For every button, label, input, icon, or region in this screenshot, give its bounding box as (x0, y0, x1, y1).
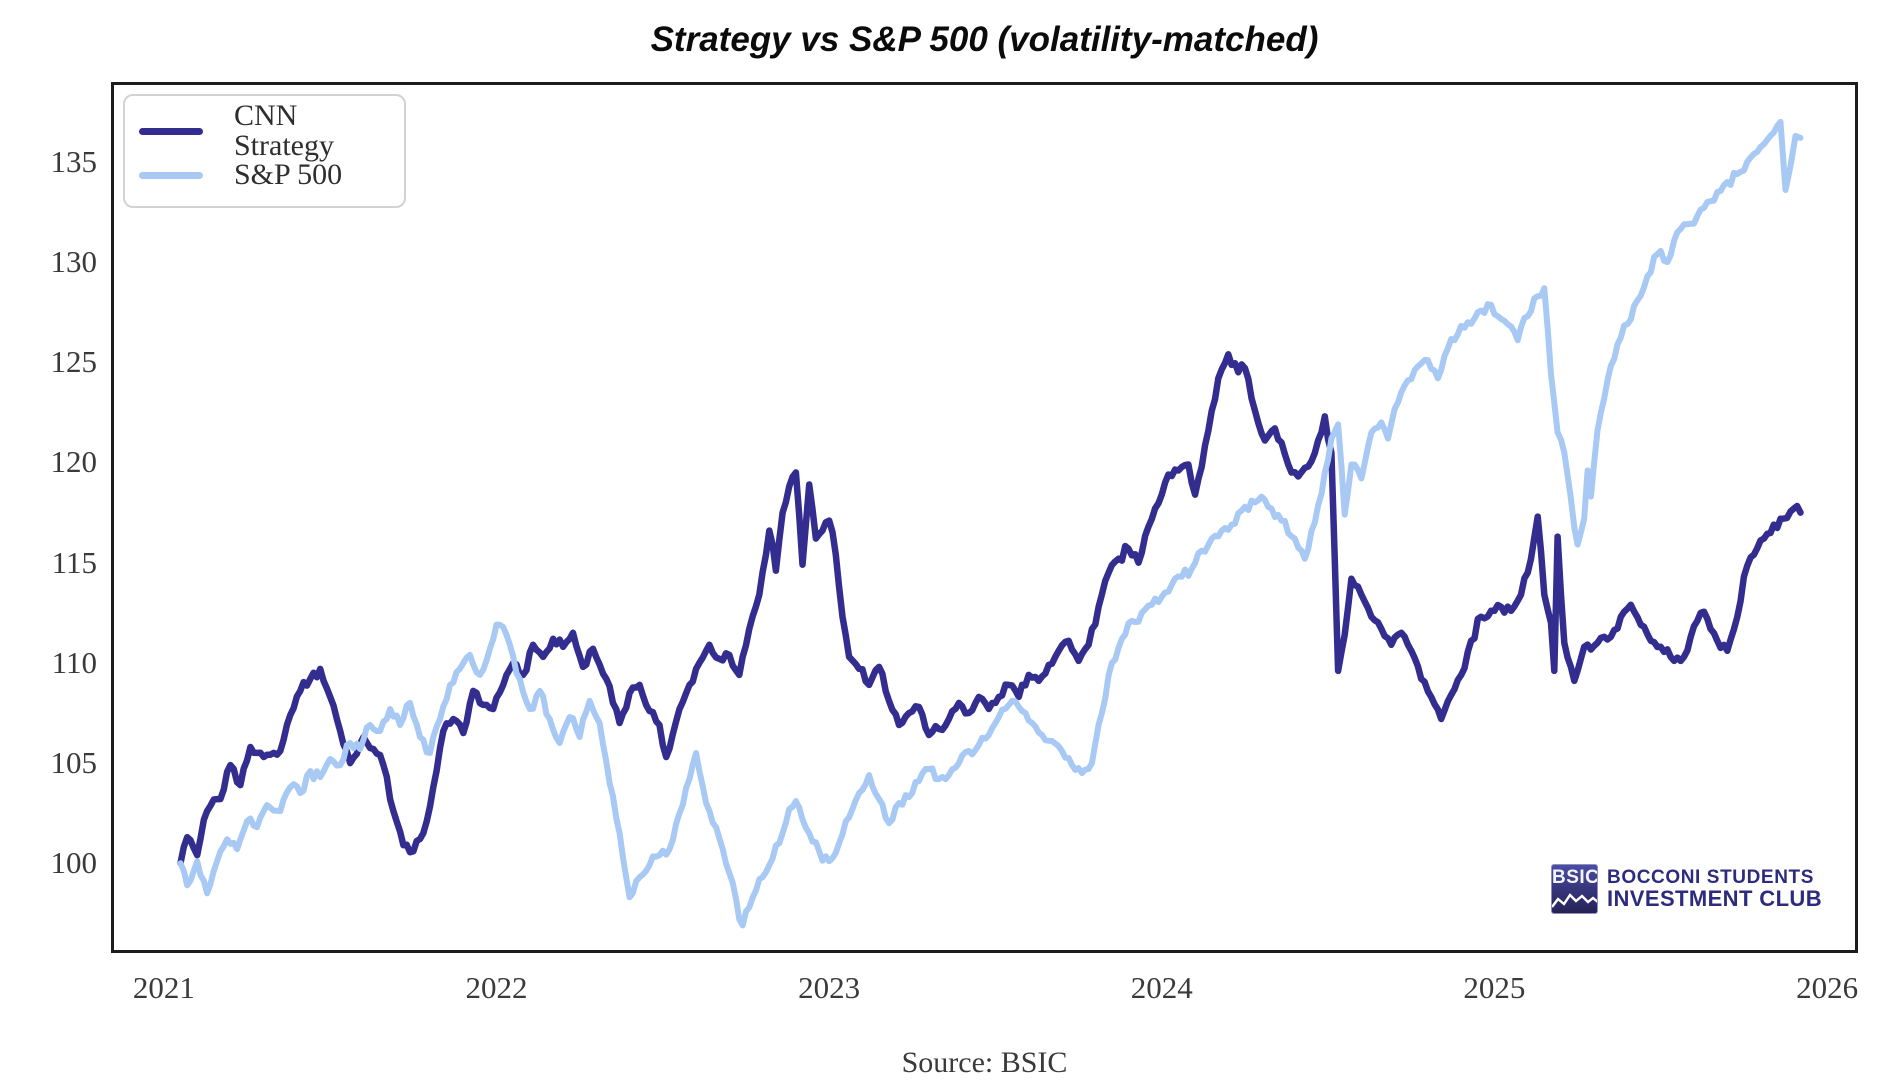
bsic-logo-line1: BOCCONI STUDENTS (1607, 867, 1814, 888)
cnn-strategy-line (177, 351, 1804, 867)
s-p-500-line (177, 118, 1804, 929)
legend-item-cnn-strategy: CNN Strategy (139, 101, 404, 161)
series-group (177, 118, 1804, 929)
y-tick-label: 120 (50, 444, 98, 480)
x-tick-label: 2021 (132, 970, 195, 1005)
cnn-strategy-line-swatch (139, 127, 203, 135)
legend-item-sp500: S&P 500 (139, 153, 404, 197)
y-tick-label: 100 (50, 845, 98, 881)
y-tick-label: 125 (50, 344, 98, 380)
bsic-logo-line2: INVESTMENT CLUB (1607, 886, 1822, 911)
x-tick-label: 2023 (798, 970, 861, 1005)
y-tick-label: 115 (51, 544, 97, 580)
y-tick-label: 135 (50, 143, 98, 179)
y-tick-label: 105 (50, 745, 98, 781)
y-tick-label: 110 (51, 644, 97, 680)
bsic-logo: BSIC BOCCONI STUDENTS INVESTMENT CLUB (1551, 864, 1822, 914)
bsic-logo-wave-icon (1552, 893, 1597, 908)
source-caption: Source: BSIC (901, 1046, 1068, 1079)
plot-border (111, 82, 1858, 953)
legend-label: S&P 500 (234, 158, 343, 191)
chart-title: Strategy vs S&P 500 (volatility-matched) (650, 20, 1319, 59)
x-tick-label: 2024 (1130, 970, 1193, 1005)
legend: CNN Strategy S&P 500 (123, 94, 406, 208)
legend-label: CNN Strategy (234, 99, 334, 162)
sp500-line-swatch (139, 171, 203, 179)
x-tick-label: 2025 (1463, 970, 1526, 1005)
bsic-logo-badge-text: BSIC (1552, 867, 1598, 888)
bsic-logo-text: BOCCONI STUDENTS INVESTMENT CLUB (1607, 868, 1822, 910)
x-tick-label: 2026 (1796, 970, 1859, 1005)
y-tick-label: 130 (50, 244, 98, 280)
x-tick-label: 2022 (465, 970, 528, 1005)
bsic-logo-badge: BSIC (1551, 864, 1598, 914)
